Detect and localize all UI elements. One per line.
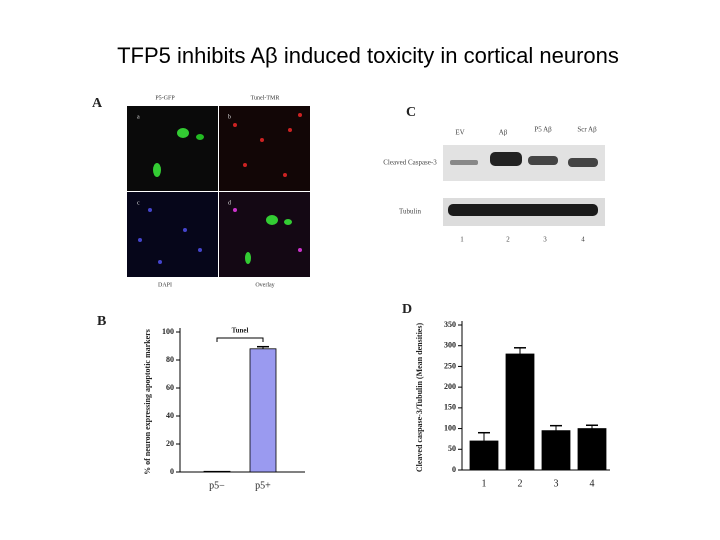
panel-label: C — [406, 105, 416, 120]
image-label: Overlay — [255, 282, 274, 288]
x-tick-label: p5+ — [255, 480, 271, 491]
slide-title: TFP5 inhibits Aβ induced toxicity in cor… — [117, 43, 619, 68]
y-tick-label: 20 — [166, 439, 174, 448]
y-tick-label: 0 — [170, 467, 174, 476]
x-tick-label: p5− — [209, 480, 225, 491]
y-tick-label: 80 — [166, 355, 174, 364]
row-label: Cleaved Caspase-3 — [383, 159, 437, 167]
row-label: Tubulin — [399, 208, 421, 216]
panel-label: B — [97, 314, 106, 329]
panel-label: D — [402, 302, 412, 317]
y-tick-label: 100 — [444, 423, 456, 432]
y-tick-label: 0 — [452, 465, 456, 474]
lane-number: 3 — [543, 236, 547, 244]
cell-label: b — [228, 114, 231, 120]
lane-label: Scr Aβ — [577, 126, 597, 134]
bar — [577, 428, 607, 471]
y-tick-label: 150 — [444, 403, 456, 412]
x-tick-label: 4 — [590, 478, 595, 489]
bar — [249, 348, 277, 473]
annotation: Tunel — [232, 327, 249, 335]
lane-number: 4 — [581, 236, 585, 244]
lane-number: 2 — [506, 236, 510, 244]
y-tick-label: 350 — [444, 320, 456, 329]
lane-number: 1 — [460, 236, 464, 244]
x-tick-label: 1 — [482, 478, 487, 489]
y-axis-label: Cleaved caspase-3/Tubulin (Mean densitie… — [415, 323, 424, 473]
y-tick-label: 60 — [166, 383, 174, 392]
y-tick-label: 100 — [162, 327, 174, 336]
lane-label: Aβ — [499, 129, 508, 137]
image-label: P5-GFP — [155, 95, 175, 101]
bracket — [216, 337, 264, 342]
y-axis-label: % of neuron expressing apoptotic markers — [143, 329, 152, 475]
micrographs — [127, 106, 310, 277]
y-tick-label: 50 — [448, 444, 456, 453]
bar — [469, 440, 499, 471]
western-blot — [443, 145, 605, 226]
y-tick-label: 200 — [444, 382, 456, 391]
lane-label: P5 Aβ — [534, 126, 552, 134]
cell-label: d — [228, 200, 231, 206]
y-tick-label: 300 — [444, 341, 456, 350]
y-tick-label: 250 — [444, 361, 456, 370]
image-label: Tunel-TMR — [251, 95, 280, 101]
bar — [541, 430, 571, 471]
y-tick-label: 40 — [166, 411, 174, 420]
panel-label: A — [92, 96, 103, 111]
image-label: DAPI — [158, 282, 172, 288]
cell-label: a — [137, 114, 140, 120]
cell-label: c — [137, 200, 140, 206]
lane-label: EV — [455, 129, 464, 137]
x-tick-label: 2 — [518, 478, 523, 489]
bar — [505, 353, 535, 471]
bar — [203, 470, 231, 473]
x-tick-label: 3 — [554, 478, 559, 489]
